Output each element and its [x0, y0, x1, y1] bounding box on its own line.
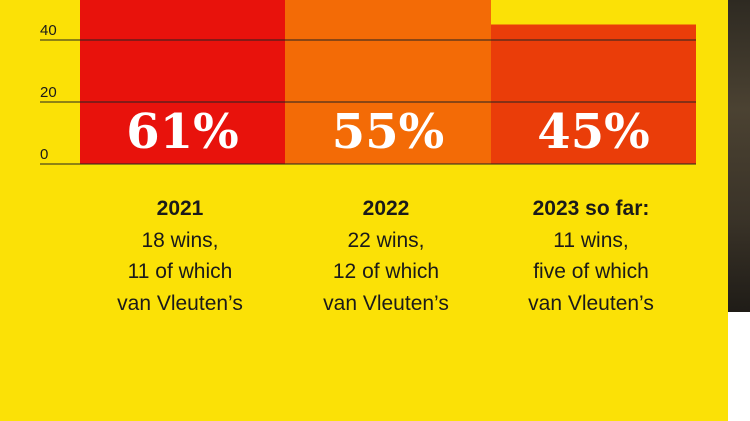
caption-2022: 2022 22 wins, 12 of which van Vleuten’s [286, 193, 486, 319]
caption-rider: van Vleuten’s [323, 291, 449, 315]
caption-2021: 2021 18 wins, 11 of which van Vleuten’s [80, 193, 280, 319]
caption-wins: 18 wins, [141, 228, 219, 252]
photo-edge [728, 0, 750, 421]
caption-wins: 22 wins, [347, 228, 425, 252]
caption-of-which: five of which [533, 260, 649, 283]
caption-rider: van Vleuten’s [117, 291, 243, 315]
bar-value-label: 45% [537, 104, 649, 160]
caption-wins: 11 wins, [553, 228, 629, 252]
bar-2023-so-far [491, 24, 696, 164]
bar-2021 [80, 0, 285, 164]
bar-2022 [285, 0, 491, 164]
bar-value-label: 55% [332, 104, 444, 160]
caption-of-which: 12 of which [332, 260, 440, 283]
bar-chart: 0 20 40 61% 55% 45% [40, 0, 696, 165]
y-tick-label: 40 [40, 22, 57, 39]
bar-value-label: 61% [126, 104, 238, 160]
y-tick-label: 0 [40, 146, 48, 163]
caption-year: 2023 so far: [532, 197, 650, 220]
caption-2023: 2023 so far: 11 wins, five of which van … [491, 193, 691, 319]
caption-rider: van Vleuten’s [528, 291, 654, 315]
caption-year: 2022 [362, 197, 410, 220]
y-tick-label: 20 [40, 84, 57, 101]
caption-year: 2021 [156, 197, 204, 220]
caption-of-which: 11 of which [127, 260, 233, 283]
